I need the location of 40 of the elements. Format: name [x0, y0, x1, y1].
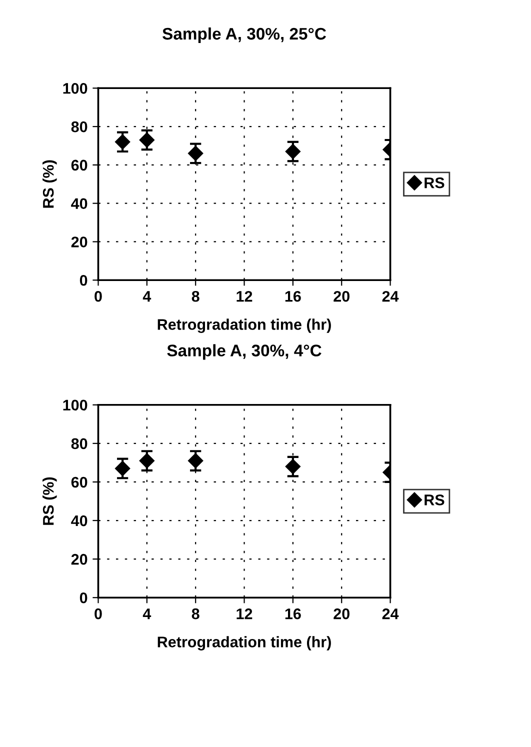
y-tick-label: 20 [71, 554, 88, 565]
y-tick-label: 60 [71, 476, 88, 488]
x-tick-label: 12 [236, 608, 252, 620]
x-axis-title: Retrogradation time (hr) [158, 636, 331, 650]
x-tick-label: 8 [192, 290, 200, 302]
x-tick-label: 16 [285, 290, 301, 302]
y-tick-label: 80 [71, 121, 88, 132]
x-tick-label: 0 [94, 290, 102, 302]
y-tick-label: 100 [63, 83, 88, 94]
point [188, 453, 204, 468]
y-tick-label: 40 [71, 198, 88, 210]
legend-label: RS [424, 177, 444, 188]
point [139, 132, 154, 148]
x-tick-label: 20 [334, 608, 350, 620]
x-tick-label: 4 [142, 291, 152, 302]
point [115, 460, 130, 476]
y-tick-label: 40 [71, 515, 88, 526]
chart-title: Sample A, 30%, 4°C [167, 344, 322, 360]
y-tick-label: 80 [71, 438, 88, 450]
x-tick-label: 4 [142, 608, 152, 620]
x-tick-label: 0 [94, 608, 102, 620]
legend-label: RS [424, 494, 444, 506]
x-tick-label: 8 [192, 608, 200, 620]
y-tick-label: 0 [80, 592, 88, 604]
point [188, 146, 204, 161]
x-tick-label: 24 [382, 608, 399, 620]
y-axis-title: RS (%) [42, 160, 57, 208]
x-tick-label: 24 [382, 290, 399, 302]
y-tick-label: 0 [80, 274, 88, 286]
chart-title: Sample A, 30%, 25°C [162, 27, 326, 43]
point [139, 453, 154, 468]
point [115, 134, 130, 150]
x-tick-label: 12 [236, 290, 252, 302]
x-axis-title: Retrogradation time (hr) [158, 318, 331, 333]
x-tick-label: 20 [334, 290, 350, 302]
y-tick-label: 20 [71, 236, 88, 248]
y-tick-label: 60 [71, 160, 88, 171]
x-tick-label: 16 [285, 608, 301, 620]
y-axis-title: RS (%) [42, 477, 57, 525]
y-tick-label: 100 [63, 400, 88, 411]
